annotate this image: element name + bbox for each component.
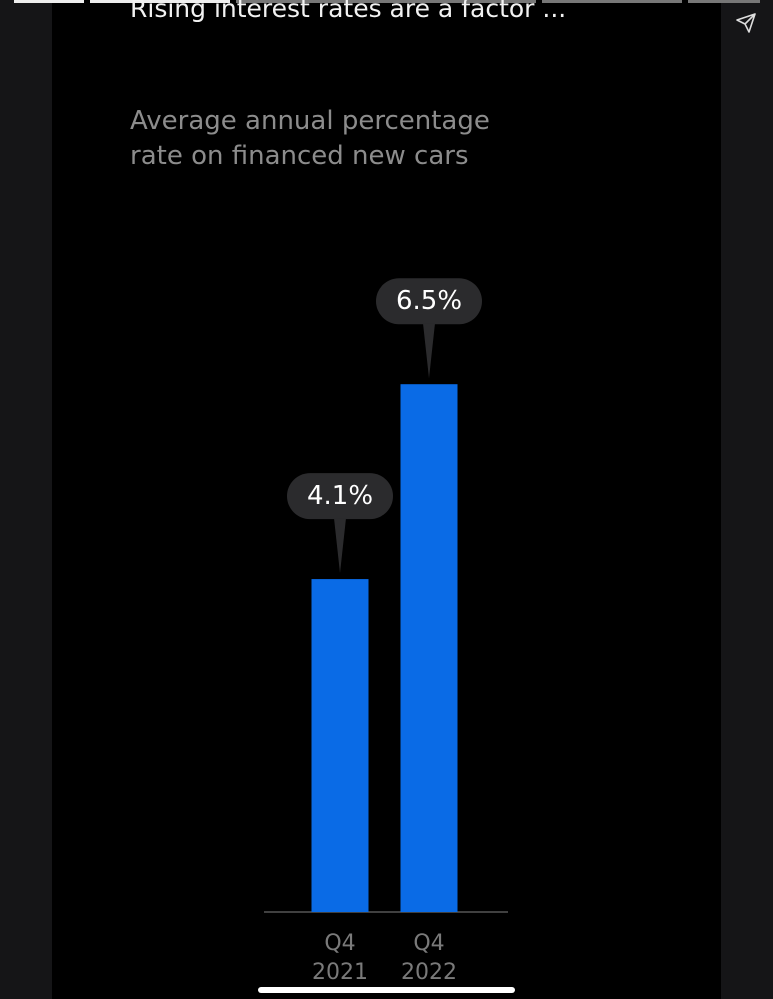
progress-segment <box>90 0 230 3</box>
bar <box>400 384 458 912</box>
value-label: 4.1% <box>307 481 373 511</box>
progress-segment <box>14 0 84 3</box>
value-label: 6.5% <box>396 286 462 316</box>
bubble-pointer <box>334 518 346 574</box>
progress-segment <box>236 0 536 3</box>
x-tick-label: Q4 2022 <box>401 931 457 985</box>
progress-segment <box>542 0 682 3</box>
value-bubble <box>376 278 482 325</box>
bar <box>311 579 369 912</box>
chart-subtitle: Average annual percentage rate on financ… <box>130 106 490 171</box>
bubble-pointer <box>423 323 435 379</box>
x-tick-label: Q4 2021 <box>312 931 368 985</box>
progress-segment <box>688 0 760 3</box>
home-indicator <box>258 987 515 993</box>
value-bubble <box>287 473 393 520</box>
share-icon[interactable] <box>736 13 756 33</box>
story-title: Rising interest rates are a factor ... <box>130 0 567 23</box>
